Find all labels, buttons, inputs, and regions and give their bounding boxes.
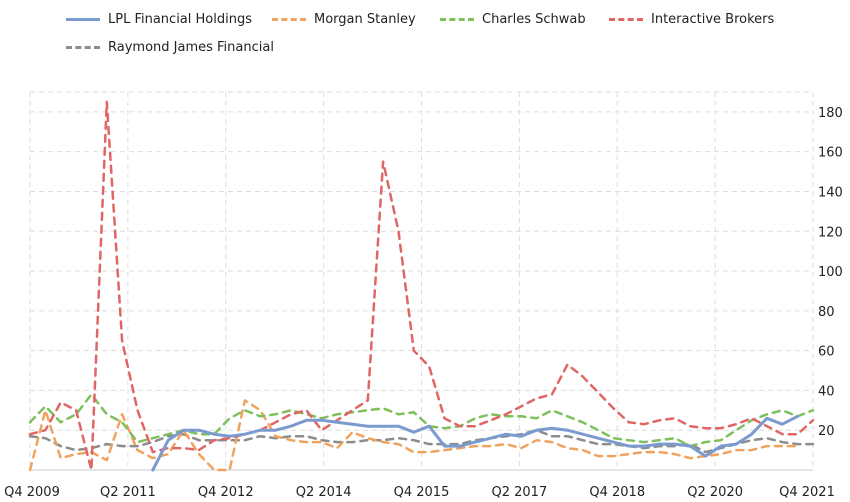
y-tick-label: 120 (818, 225, 843, 240)
series-line-charles-schwab (28, 393, 815, 448)
x-tick-label: Q4 2012 (198, 485, 254, 500)
x-tick-label: Q2 2011 (100, 485, 156, 500)
y-tick-label: 160 (818, 146, 843, 161)
y-tick-label: 180 (818, 106, 843, 121)
x-tick-label: Q2 2020 (687, 485, 743, 500)
legend-swatch-morgan-stanley (272, 18, 306, 21)
legend-item-morgan-stanley[interactable]: Morgan Stanley (272, 12, 416, 27)
legend-label-morgan-stanley: Morgan Stanley (314, 12, 416, 27)
x-tick-label: Q4 2018 (589, 485, 645, 500)
x-tick-label: Q2 2017 (492, 485, 548, 500)
series-line-interactive-brokers (28, 100, 815, 472)
y-tick-label: 20 (818, 424, 835, 439)
series-line-morgan-stanley (28, 399, 799, 472)
legend-label-charles-schwab: Charles Schwab (482, 12, 586, 27)
legend-label-interactive-brokers: Interactive Brokers (651, 12, 775, 27)
legend-label-raymond-james: Raymond James Financial (108, 40, 274, 55)
x-tick-label: Q4 2015 (394, 485, 450, 500)
y-tick-label: 60 (818, 345, 835, 360)
x-tick-label: Q4 2021 (779, 485, 835, 500)
y-tick-label: 80 (818, 305, 835, 320)
legend-label-lpl: LPL Financial Holdings (108, 12, 252, 27)
y-tick-label: 40 (818, 384, 835, 399)
legend-swatch-raymond-james (66, 46, 100, 49)
legend: LPL Financial Holdings Morgan Stanley Ch… (0, 0, 850, 70)
legend-item-lpl[interactable]: LPL Financial Holdings (66, 12, 252, 27)
y-tick-label: 100 (818, 265, 843, 280)
legend-swatch-charles-schwab (440, 18, 474, 21)
series-line-lpl-financial-holdings (151, 414, 800, 472)
legend-swatch-lpl (66, 18, 100, 21)
x-tick-label: Q2 2014 (296, 485, 352, 500)
legend-item-interactive-brokers[interactable]: Interactive Brokers (609, 12, 774, 27)
x-tick-label: Q4 2009 (4, 485, 60, 500)
legend-swatch-interactive-brokers (609, 18, 643, 21)
legend-item-raymond-james[interactable]: Raymond James Financial (66, 40, 274, 55)
y-tick-label: 140 (818, 185, 843, 200)
legend-item-charles-schwab[interactable]: Charles Schwab (440, 12, 586, 27)
